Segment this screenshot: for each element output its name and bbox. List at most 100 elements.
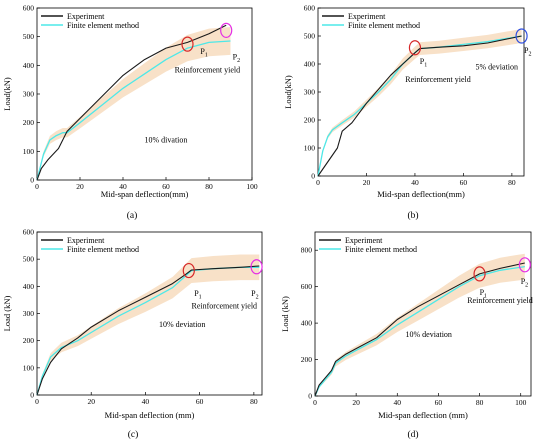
series-fem-line	[317, 35, 522, 177]
legend-entry: Experiment	[67, 236, 105, 245]
x-tick-label: 40	[119, 182, 127, 191]
annotation-main: 10% deviation	[159, 320, 205, 329]
chart-panel-d: 0 20 40 60 80 100 0 200 400 600 800 Mid-span deflec…	[280, 231, 533, 440]
y-tick-label: 0	[30, 391, 34, 400]
annotation-main: P	[480, 288, 485, 297]
y-tick-label: 500	[23, 32, 35, 41]
panel-label: (a)	[127, 210, 138, 221]
annotation-main: Reinforcement yield	[405, 75, 471, 84]
x-tick-label: 0	[35, 397, 39, 406]
y-tick-label: 100	[23, 363, 35, 372]
x-tick-label: 40	[394, 398, 402, 407]
annotation-main: P	[420, 57, 425, 66]
deviation-band	[315, 253, 525, 396]
y-tick-label: 0	[30, 176, 34, 185]
legend-entry: Finite element method	[67, 245, 139, 254]
highlight-marker-1	[473, 266, 486, 282]
annotation-text: Reinforcement yield	[405, 75, 471, 84]
y-tick-label: 200	[301, 355, 313, 364]
annotation-main: 10% deviation	[406, 330, 452, 339]
y-tick-label: 0	[308, 392, 312, 401]
y-tick-label: 200	[23, 118, 35, 127]
x-tick-label: 40	[142, 397, 150, 406]
x-tick-label: 0	[316, 178, 320, 187]
x-tick-label: 80	[205, 182, 213, 191]
annotation-text: Reinforcement yield	[175, 66, 241, 75]
annotation-point-label: P2	[251, 289, 258, 301]
y-tick-label: 200	[304, 116, 316, 125]
x-tick-label: 60	[196, 397, 204, 406]
y-tick-label: 0	[311, 172, 315, 181]
annotation-main: P	[521, 277, 526, 286]
y-tick-label: 400	[304, 60, 316, 69]
annotation-main: Reinforcement yield	[192, 302, 258, 311]
highlight-marker-1	[181, 36, 194, 52]
x-axis-label: Mid-span deflection (mm)	[105, 410, 195, 420]
highlight-marker-2	[250, 259, 263, 275]
y-tick-label: 300	[304, 88, 316, 97]
annotation-subscript: 2	[256, 294, 259, 300]
series-fem-line	[36, 266, 260, 396]
annotation-main: P	[200, 47, 205, 56]
annotation-subscript: 2	[528, 51, 531, 57]
x-tick-label: 80	[476, 398, 484, 407]
annotation-text: 10% deviation	[159, 320, 205, 329]
y-tick-label: 100	[23, 147, 35, 156]
y-tick-label: 400	[301, 319, 313, 328]
annotation-subscript: 2	[525, 282, 528, 288]
y-tick-label: 600	[23, 228, 35, 237]
y-tick-label: 500	[23, 255, 35, 264]
y-axis-label: Load(kN)	[2, 77, 12, 111]
annotation-subscript: 1	[484, 293, 487, 299]
highlight-marker-2	[220, 22, 233, 38]
annotation-text: 10% divation	[145, 136, 188, 145]
panel-label: (d)	[407, 429, 418, 440]
y-tick-label: 100	[304, 144, 316, 153]
series-experiment-line	[36, 24, 227, 181]
annotation-point-label: P2	[233, 53, 240, 65]
annotation-point-label: P2	[521, 277, 528, 289]
y-axis-label: Load (kN)	[2, 296, 12, 332]
highlight-marker-2	[515, 28, 528, 44]
x-tick-label: 80	[250, 397, 258, 406]
legend-entry: Finite element method	[345, 245, 417, 254]
y-tick-label: 400	[23, 282, 35, 291]
x-tick-label: 100	[515, 398, 527, 407]
annotation-main: P	[251, 289, 256, 298]
annotation-main: P	[233, 53, 238, 62]
annotation-main: Reinforcement yield	[467, 296, 533, 305]
x-tick-label: 20	[87, 397, 95, 406]
annotation-text: 10% deviation	[406, 330, 452, 339]
annotation-main: 10% divation	[145, 136, 188, 145]
y-tick-label: 300	[23, 309, 35, 318]
annotation-point-label: P1	[480, 288, 487, 300]
annotation-main: 5% deviation	[476, 63, 518, 72]
x-tick-label: 60	[435, 398, 443, 407]
panel-label: (b)	[407, 210, 418, 221]
annotation-subscript: 1	[205, 52, 208, 58]
x-tick-label: 80	[508, 178, 516, 187]
annotation-text: Reinforcement yield	[192, 302, 258, 311]
x-tick-label: 40	[411, 178, 419, 187]
annotation-point-label: P1	[420, 57, 427, 69]
x-tick-label: 60	[460, 178, 468, 187]
series-experiment-line	[314, 262, 525, 397]
chart-panel-b: 0 20 40 60 80 0 100 200 300 400 500 600 Mid-span def…	[283, 4, 531, 222]
panel-label: (c)	[128, 429, 139, 440]
legend-entry: Experiment	[67, 12, 105, 21]
annotation-subscript: 2	[237, 58, 240, 64]
y-tick-label: 600	[23, 4, 35, 13]
highlight-marker-1	[408, 40, 422, 56]
x-tick-label: 0	[35, 182, 39, 191]
x-tick-label: 100	[246, 182, 258, 191]
annotation-subscript: 1	[424, 63, 427, 69]
x-axis-label: Mid-span deflection (mm)	[378, 410, 468, 420]
annotation-main: P	[524, 46, 529, 55]
annotation-point-label: P1	[200, 47, 207, 59]
annotation-subscript: 1	[199, 294, 202, 300]
y-axis-label: Load(kN)	[283, 75, 293, 109]
series-experiment-line	[36, 265, 260, 396]
deviation-band	[318, 29, 522, 176]
x-tick-label: 0	[313, 398, 317, 407]
deviation-band	[37, 254, 260, 395]
